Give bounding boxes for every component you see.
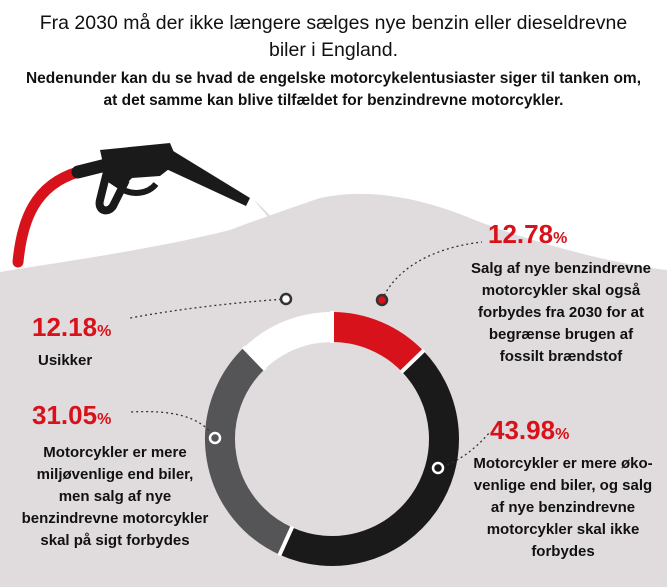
pct-label-3105: 31.05% — [32, 400, 111, 431]
leader-dot-3105 — [208, 431, 222, 445]
donut-slice-1218 — [244, 312, 333, 370]
desc-3105: Motorcykler er mere miljøvenlige end bil… — [21, 444, 209, 549]
leader-line-3105 — [129, 410, 216, 439]
backdrop-shape — [0, 193, 667, 587]
pct-unit-1218: % — [97, 323, 112, 340]
pct-value-1278: 12.78 — [488, 219, 554, 249]
desc-1218: Usikker — [38, 352, 93, 369]
pct-label-4398: 43.98% — [490, 415, 569, 446]
leader-dot-1278 — [375, 293, 389, 307]
donut-slice-3105 — [205, 347, 293, 555]
page-subtitle: Nedenunder kan du se hvad de engelske mo… — [25, 70, 642, 109]
pct-unit-1278: % — [553, 230, 568, 247]
donut-chart — [205, 311, 459, 566]
pct-label-1218: 12.18% — [32, 312, 111, 343]
fuel-nozzle-icon — [12, 143, 250, 268]
pct-unit-3105: % — [97, 411, 112, 428]
donut-separator — [241, 345, 267, 372]
pct-unit-4398: % — [555, 426, 570, 443]
donut-separator — [277, 525, 295, 557]
leader-line-4398 — [437, 431, 491, 469]
leader-lines — [129, 241, 491, 469]
page-title: Fra 2030 må der ikke længere sælges nye … — [39, 12, 628, 61]
leader-dots — [208, 292, 445, 475]
pct-value-3105: 31.05 — [32, 400, 98, 430]
leader-dot-4398 — [431, 461, 445, 475]
desc-4398: Motorcykler er mere øko-venlige end bile… — [473, 455, 653, 560]
pct-label-1278: 12.78% — [488, 219, 567, 250]
leader-line-1278 — [381, 241, 483, 301]
pct-value-1218: 12.18 — [32, 312, 98, 342]
donut-slice-4398 — [279, 350, 459, 566]
splash-drops — [254, 200, 315, 251]
donut-slice-1278 — [331, 312, 424, 372]
donut-separator — [399, 348, 426, 374]
desc-1278: Salg af nye benzindrevne motorcykler ska… — [470, 260, 652, 365]
pct-value-4398: 43.98 — [490, 415, 556, 445]
leader-dot-1218 — [279, 292, 293, 306]
